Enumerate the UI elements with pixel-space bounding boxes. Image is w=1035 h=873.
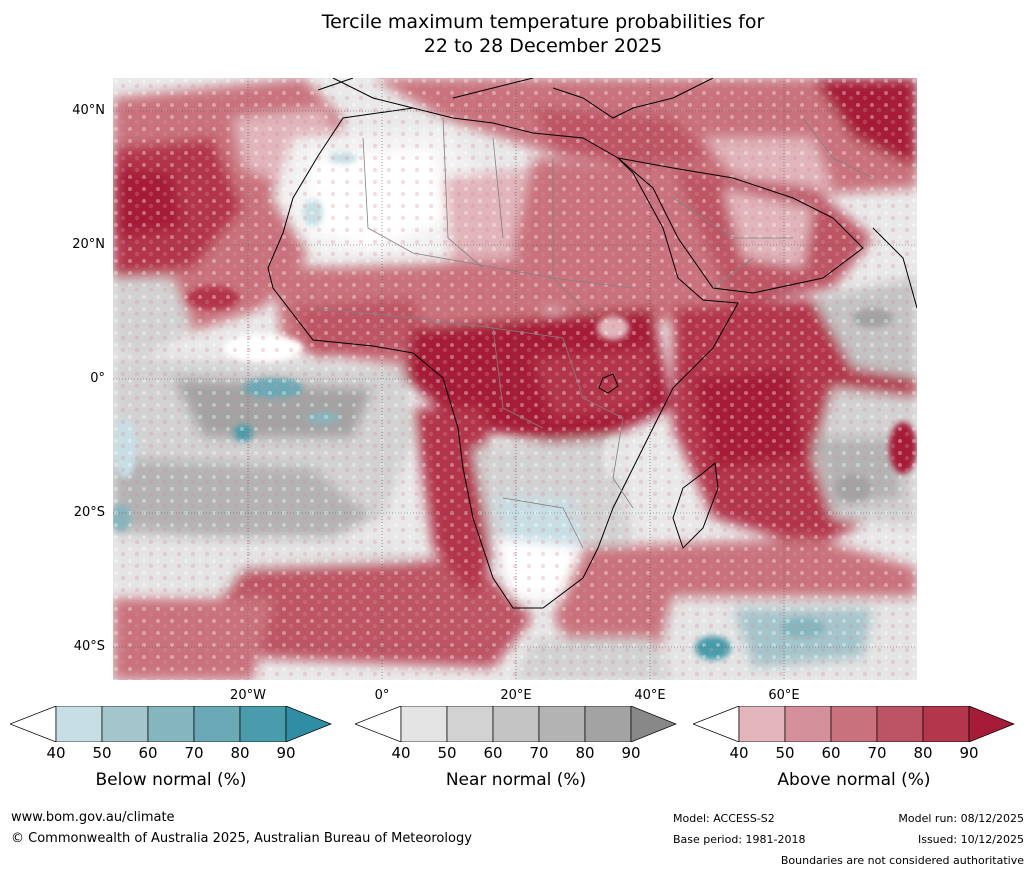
footer-base-period: Base period: 1981-2018 xyxy=(673,833,806,846)
below-normal-tick-60: 60 xyxy=(138,744,158,762)
near-normal-segment-6 xyxy=(630,706,677,742)
map-svg xyxy=(113,78,917,680)
below-normal-segment-3 xyxy=(147,706,195,742)
above-normal-segment-4 xyxy=(876,706,924,742)
footer-model: Model: ACCESS-S2 xyxy=(673,812,775,825)
near-normal-tick-80: 80 xyxy=(575,744,595,762)
near-normal-tick-70: 70 xyxy=(529,744,549,762)
above-normal-tick-50: 50 xyxy=(775,744,795,762)
coastlines xyxy=(267,78,917,609)
chart-title: Tercile maximum temperature probabilitie… xyxy=(0,10,1035,58)
below-normal-tick-50: 50 xyxy=(92,744,112,762)
above-normal-segment-5 xyxy=(922,706,970,742)
title-line-1: Tercile maximum temperature probabilitie… xyxy=(321,11,765,33)
below-normal-segment-6 xyxy=(285,706,332,742)
above-normal-tick-40: 40 xyxy=(729,744,749,762)
near-normal-segment-2 xyxy=(446,706,494,742)
near-normal-tick-50: 50 xyxy=(437,744,457,762)
above-normal-tick-70: 70 xyxy=(867,744,887,762)
below-normal-tick-40: 40 xyxy=(46,744,66,762)
footer-copyright: © Commonwealth of Australia 2025, Austra… xyxy=(11,831,472,846)
lon-label-40e: 40°E xyxy=(634,688,666,703)
lon-label-20e: 20°E xyxy=(500,688,532,703)
near-normal-segment-4 xyxy=(538,706,586,742)
footer-website: www.bom.gov.au/climate xyxy=(11,810,175,825)
probability-map xyxy=(113,78,917,680)
above-normal-tick-90: 90 xyxy=(959,744,979,762)
below-normal-segment-0 xyxy=(10,706,57,742)
above-normal-segment-1 xyxy=(738,706,786,742)
lat-label-20s: 20°S xyxy=(73,505,105,520)
below-normal-segment-2 xyxy=(101,706,149,742)
lat-label-equator: 0° xyxy=(90,371,105,386)
lon-label-0: 0° xyxy=(374,688,390,703)
graticule xyxy=(113,78,917,680)
colorbar-near-normal xyxy=(355,706,677,742)
near-normal-segment-1 xyxy=(400,706,448,742)
country-borders xyxy=(312,117,874,549)
below-normal-segment-5 xyxy=(239,706,287,742)
below-normal-segment-4 xyxy=(193,706,241,742)
near-normal-tick-90: 90 xyxy=(621,744,641,762)
below-normal-tick-70: 70 xyxy=(184,744,204,762)
above-normal-segment-3 xyxy=(830,706,878,742)
title-line-2: 22 to 28 December 2025 xyxy=(423,35,663,57)
below-normal-tick-90: 90 xyxy=(276,744,296,762)
above-normal-segment-2 xyxy=(784,706,832,742)
lat-label-20n: 20°N xyxy=(72,237,105,252)
above-normal-segment-6 xyxy=(968,706,1015,742)
below-normal-title: Below normal (%) xyxy=(95,770,247,790)
colorbar-above-normal xyxy=(693,706,1015,742)
lat-label-40s: 40°S xyxy=(73,639,105,654)
lon-label-20w: 20°W xyxy=(230,688,266,703)
lon-label-60e: 60°E xyxy=(768,688,800,703)
lat-label-40n: 40°N xyxy=(72,103,105,118)
near-normal-title: Near normal (%) xyxy=(445,770,587,790)
near-normal-tick-60: 60 xyxy=(483,744,503,762)
below-normal-tick-80: 80 xyxy=(230,744,250,762)
above-normal-segment-0 xyxy=(693,706,740,742)
below-normal-segment-1 xyxy=(55,706,103,742)
above-normal-tick-80: 80 xyxy=(913,744,933,762)
above-normal-title: Above normal (%) xyxy=(777,770,931,790)
near-normal-segment-5 xyxy=(584,706,632,742)
colorbar-below-normal xyxy=(10,706,332,742)
near-normal-segment-3 xyxy=(492,706,540,742)
footer-model-run: Model run: 08/12/2025 xyxy=(898,812,1024,825)
near-normal-tick-40: 40 xyxy=(391,744,411,762)
footer-disclaimer: Boundaries are not considered authoritat… xyxy=(780,854,1024,867)
footer-issued: Issued: 10/12/2025 xyxy=(917,833,1024,846)
above-normal-tick-60: 60 xyxy=(821,744,841,762)
near-normal-segment-0 xyxy=(355,706,402,742)
